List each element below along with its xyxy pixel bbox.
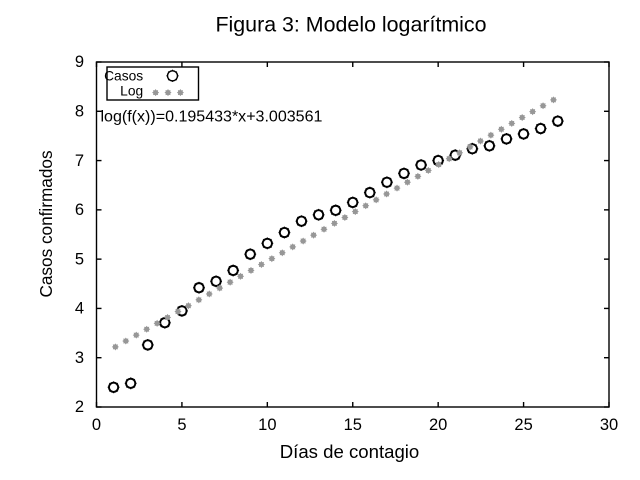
svg-text:2: 2 — [75, 398, 84, 416]
svg-text:30: 30 — [600, 416, 618, 434]
svg-text:4: 4 — [75, 300, 84, 318]
svg-text:15: 15 — [344, 416, 362, 434]
svg-text:8: 8 — [75, 102, 84, 120]
svg-text:25: 25 — [514, 416, 532, 434]
svg-text:0: 0 — [92, 416, 101, 434]
svg-text:10: 10 — [258, 416, 276, 434]
svg-text:5: 5 — [75, 250, 84, 268]
svg-text:3: 3 — [75, 349, 84, 367]
svg-text:Días de contagio: Días de contagio — [280, 441, 420, 462]
svg-text:Casos: Casos — [104, 68, 143, 83]
svg-text:5: 5 — [177, 416, 186, 434]
svg-text:Log: Log — [120, 84, 143, 99]
svg-text:9: 9 — [75, 53, 84, 71]
svg-text:Casos confirmados: Casos confirmados — [36, 150, 56, 297]
svg-text:Figura 3: Modelo logarítmico: Figura 3: Modelo logarítmico — [215, 12, 486, 36]
svg-text:20: 20 — [429, 416, 447, 434]
svg-text:log(f(x))=0.195433*x+3.003561: log(f(x))=0.195433*x+3.003561 — [101, 108, 323, 126]
svg-text:7: 7 — [75, 152, 84, 170]
svg-text:6: 6 — [75, 201, 84, 219]
